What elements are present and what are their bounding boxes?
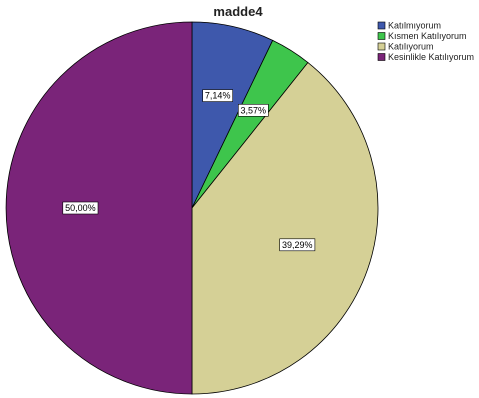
slice-label-text: 3,57%: [241, 105, 267, 115]
slice-label-box: [279, 238, 316, 252]
slice-label-box: [202, 89, 233, 102]
legend-label-1: Katılmıyorum: [388, 21, 441, 31]
legend-swatch-4: [377, 53, 386, 61]
slice-label-4: 50,00%: [62, 201, 99, 215]
legend-label-4: Kesinlikle Katılıyorum: [388, 52, 474, 62]
chart-title: madde4: [213, 4, 263, 19]
slice-labels: 7,14% 3,57% 39,29% 50,00%: [62, 89, 316, 252]
slice-label-text: 39,29%: [282, 240, 313, 250]
slice-label-2: 3,57%: [238, 104, 269, 117]
legend-swatch-1: [377, 21, 386, 30]
legend-label-2: Kısmen Katılıyorum: [388, 31, 467, 41]
slice-label-text: 7,14%: [205, 91, 231, 101]
pie-slices: [5, 21, 379, 395]
slice-label-1: 7,14%: [202, 89, 233, 102]
legend-swatch-2: [377, 32, 386, 40]
pie-slice-3: [191, 61, 379, 395]
slice-label-box: [238, 104, 269, 117]
legend-label-3: Katılıyorum: [388, 42, 434, 52]
slice-label-3: 39,29%: [279, 238, 316, 252]
slice-label-box: [62, 201, 99, 215]
pie-slice-4: [5, 21, 193, 395]
slice-label-text: 50,00%: [65, 203, 96, 213]
legend-swatch-3: [377, 42, 386, 51]
